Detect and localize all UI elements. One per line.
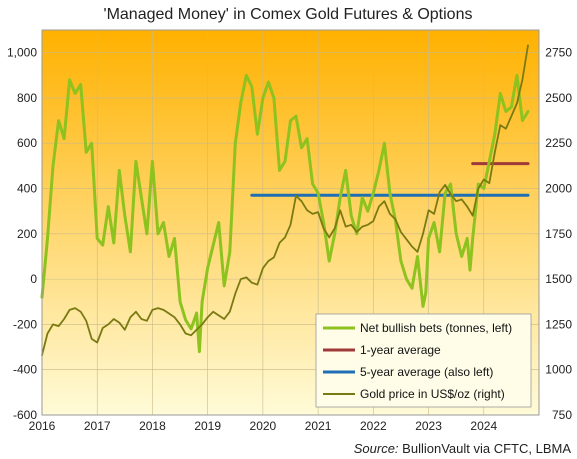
y-axis-left: -600 -400 -200 0 200 400 600 800 1,000 xyxy=(7,46,37,422)
y-left-tick-label: 800 xyxy=(17,91,37,105)
y-right-tick-label: 2500 xyxy=(545,91,572,105)
y-right-tick-label: 1500 xyxy=(545,272,572,286)
y-axis-right: 750 1000 1250 1500 1750 2000 2250 2500 2750 xyxy=(545,46,572,422)
x-tick-label: 2019 xyxy=(194,419,221,433)
source-text: BullionVault via CFTC, LBMA xyxy=(402,441,571,456)
y-right-tick-label: 1750 xyxy=(545,227,572,241)
y-left-tick-label: -600 xyxy=(13,408,37,422)
series-line-gold xyxy=(41,44,529,357)
y-left-tick-label: 0 xyxy=(30,272,37,286)
series-lines xyxy=(40,44,530,357)
x-tick-label: 2024 xyxy=(470,419,497,433)
legend: Net bullish bets (tonnes, left) 1-year av… xyxy=(315,313,532,408)
y-left-tick-label: -200 xyxy=(13,317,37,331)
y-right-tick-label: 2250 xyxy=(545,136,572,150)
x-axis: 2016 2017 2018 2019 2020 2021 2022 2023 2024 xyxy=(29,419,498,433)
chart-title: 'Managed Money' in Comex Gold Futures & … xyxy=(104,6,473,23)
y-right-tick-label: 750 xyxy=(552,408,572,422)
y-left-tick-label: 1,000 xyxy=(7,46,37,60)
x-tick-label: 2017 xyxy=(84,419,111,433)
legend-label-gold: Gold price in US$/oz (right) xyxy=(360,387,505,401)
y-left-tick-label: -400 xyxy=(13,363,37,377)
y-right-tick-label: 1000 xyxy=(545,363,572,377)
legend-label-one-year: 1-year average xyxy=(360,343,441,357)
y-left-tick-label: 200 xyxy=(17,227,37,241)
source-note: Source: BullionVault via CFTC, LBMA xyxy=(354,441,572,456)
x-tick-label: 2022 xyxy=(360,419,387,433)
y-left-tick-label: 600 xyxy=(17,136,37,150)
y-left-tick-label: 400 xyxy=(17,182,37,196)
source-label: Source: xyxy=(354,441,399,456)
x-tick-label: 2020 xyxy=(250,419,277,433)
legend-label-five-year: 5-year average (also left) xyxy=(360,365,493,379)
x-tick-label: 2018 xyxy=(139,419,166,433)
x-tick-label: 2023 xyxy=(415,419,442,433)
x-tick-label: 2021 xyxy=(305,419,332,433)
legend-label-net-bets: Net bullish bets (tonnes, left) xyxy=(360,321,512,335)
x-tick-label: 2016 xyxy=(29,419,56,433)
series-line-net-bets xyxy=(40,73,530,354)
y-right-tick-label: 2000 xyxy=(545,182,572,196)
y-right-tick-label: 2750 xyxy=(545,46,572,60)
y-right-tick-label: 1250 xyxy=(545,317,572,331)
plot-border xyxy=(41,29,540,416)
